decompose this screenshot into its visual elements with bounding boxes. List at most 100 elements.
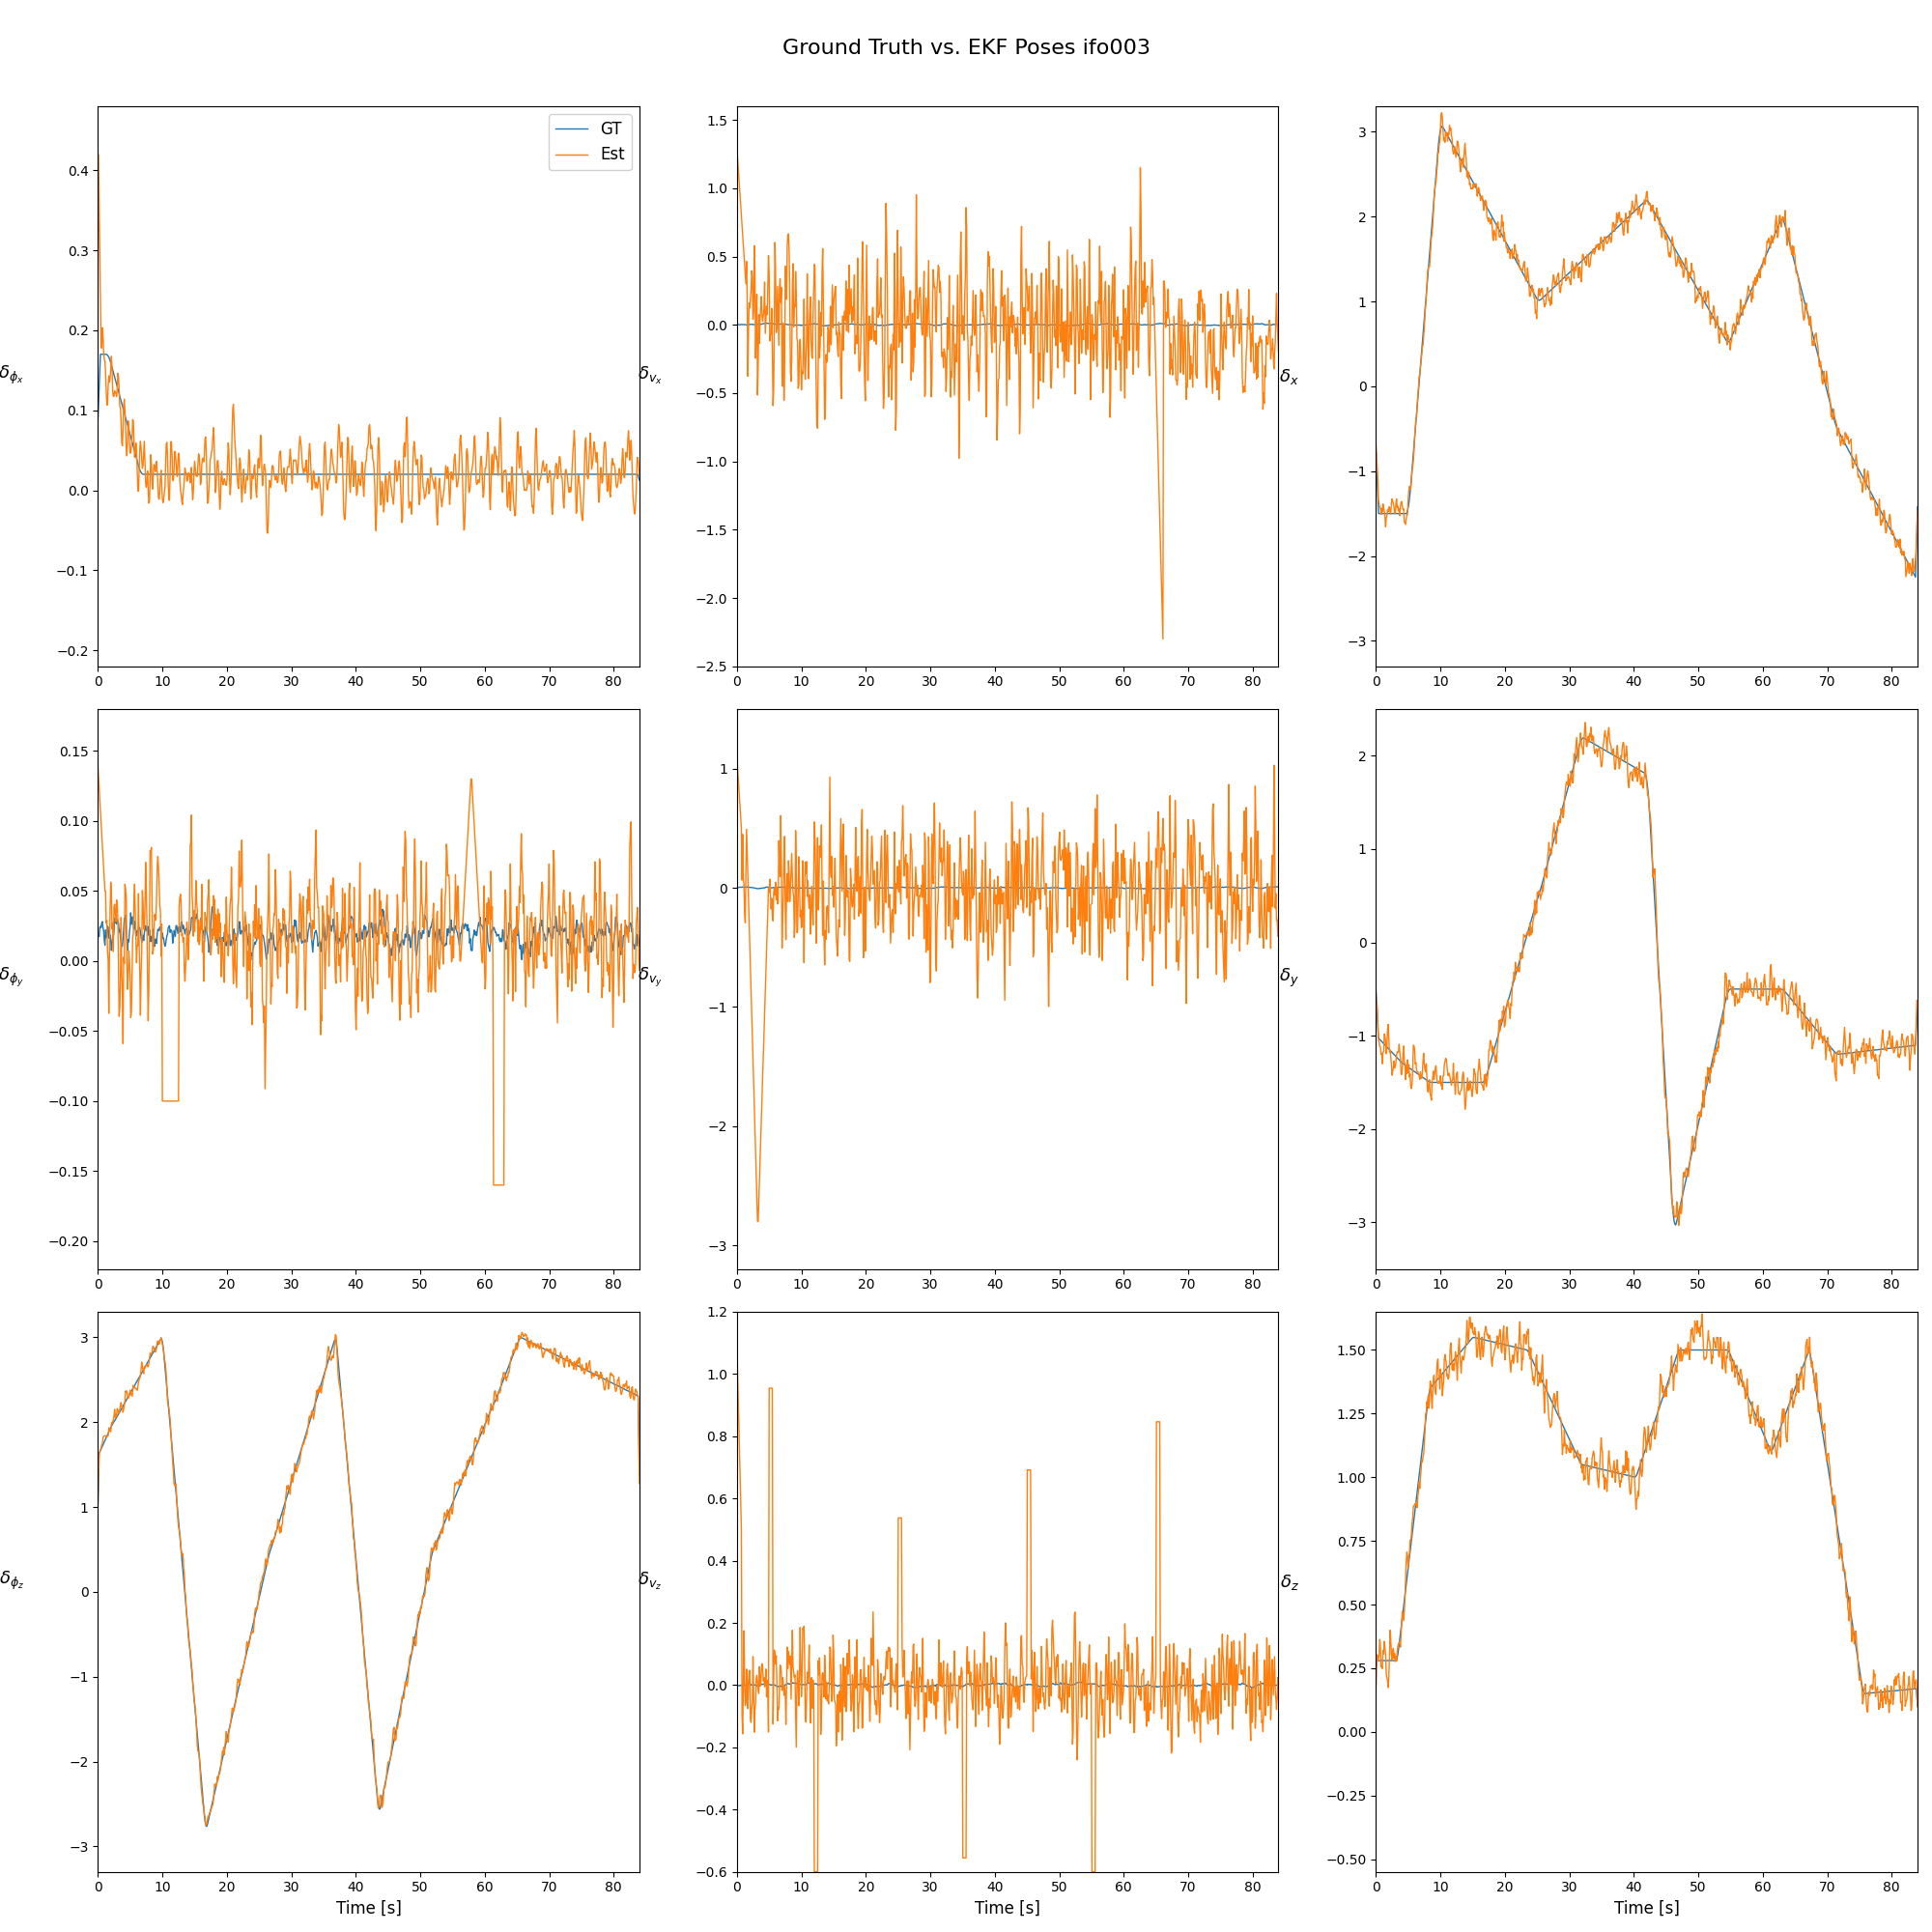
GT [1364,1648,1387,1671]
Est [1501,1352,1524,1376]
GT [388,462,412,485]
GT [628,935,651,958]
GT [1663,1213,1687,1236]
Est [1667,1208,1690,1231]
GT [1671,1186,1694,1209]
GT [87,1497,110,1520]
GT [392,933,415,956]
Est [452,1464,475,1488]
Est [1669,249,1692,272]
Legend: GT, Est: GT, Est [549,114,632,170]
GT [1905,995,1928,1018]
Est [87,299,110,323]
X-axis label: Time [s]: Time [s] [976,1901,1041,1917]
GT [1055,315,1078,338]
Est [357,997,381,1020]
Est [87,143,110,166]
Est [390,918,413,941]
Est [1634,775,1658,798]
GT [1669,1339,1692,1362]
Est [193,1814,216,1837]
GT [240,949,263,972]
Y-axis label: $\delta_y$: $\delta_y$ [1279,966,1298,989]
Est [958,1650,981,1673]
GT [1267,313,1291,336]
GT [958,313,981,336]
Line: GT: GT [99,1337,639,1826]
Est [1690,1302,1714,1325]
GT [195,1814,218,1837]
Est [1905,1696,1928,1719]
GT [1667,1198,1690,1221]
Est [628,1472,651,1495]
GT [1030,877,1053,900]
Line: Est: Est [99,155,639,533]
Est [997,875,1020,898]
GT [1501,970,1524,993]
GT [1364,439,1387,462]
Est [724,135,748,158]
Line: GT: GT [1376,738,1917,1225]
X-axis label: Time [s]: Time [s] [1613,1901,1679,1917]
Est [864,1692,887,1716]
Est [1364,981,1387,1005]
Est [1667,1213,1690,1236]
Est [1667,1333,1690,1356]
GT [224,462,247,485]
Est [224,1689,247,1712]
GT [1729,1370,1752,1393]
Est [357,413,381,437]
Est [1669,1335,1692,1358]
GT [89,342,112,365]
GT [1267,1673,1291,1696]
Est [628,464,651,487]
Est [864,330,887,354]
Est [319,1349,342,1372]
Est [1905,498,1928,522]
Est [1151,628,1175,651]
Est [1501,968,1524,991]
Est [724,1331,748,1354]
Est [257,522,280,545]
Y-axis label: $\delta_{\phi_y}$: $\delta_{\phi_y}$ [0,966,23,989]
GT [1092,313,1115,336]
GT [1090,877,1113,900]
Est [1092,1704,1115,1727]
Est [1878,1700,1901,1723]
GT [1634,1434,1658,1457]
GT [87,927,110,951]
Est [746,1209,769,1233]
GT [1729,303,1752,327]
GT [357,910,381,933]
GT [1364,978,1387,1001]
Line: GT: GT [1376,1337,1917,1706]
GT [1905,495,1928,518]
Y-axis label: $\delta_{\phi_z}$: $\delta_{\phi_z}$ [0,1569,23,1592]
GT [357,1692,381,1716]
GT [1667,1339,1690,1362]
GT [724,875,748,898]
GT [1068,1671,1092,1694]
Est [1893,564,1917,587]
Est [997,1716,1020,1739]
GT [1267,875,1291,898]
Est [510,1321,533,1345]
GT [1596,224,1619,247]
GT [1503,245,1526,269]
GT [1240,1677,1264,1700]
Est [390,493,413,516]
GT [1028,1675,1051,1698]
GT [1903,566,1926,589]
GT [1731,978,1754,1001]
GT [510,1325,533,1349]
GT [1030,1675,1053,1698]
GT [87,412,110,435]
Est [1503,243,1526,267]
GT [1669,249,1692,272]
Est [357,1694,381,1718]
Est [1667,245,1690,269]
Est [87,1493,110,1517]
GT [1667,243,1690,267]
GT [319,914,342,937]
GT [392,462,415,485]
